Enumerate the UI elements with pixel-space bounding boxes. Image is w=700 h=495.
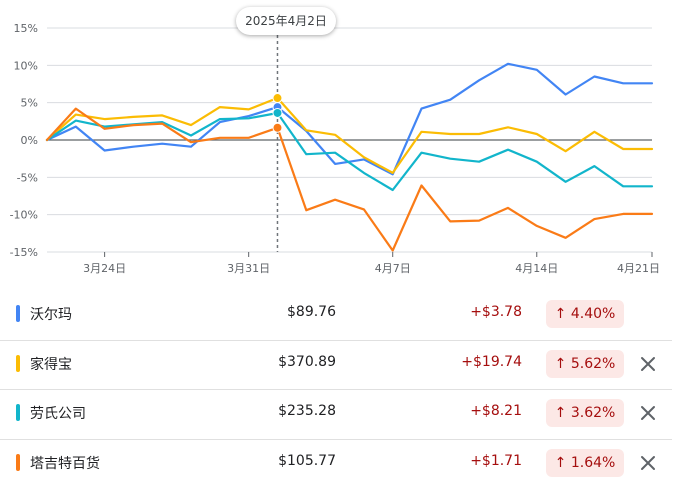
hover-point	[272, 122, 283, 133]
x-tick-label: 3月31日	[227, 262, 270, 275]
series-line-家得宝[interactable]	[45, 96, 654, 174]
arrow-up-icon: ↑	[554, 306, 567, 322]
price-change: +$3.78	[470, 304, 522, 320]
close-icon	[641, 455, 655, 470]
legend-row[interactable]: 家得宝 $370.89 +$19.74 ↑ 5.62%	[0, 340, 672, 389]
y-tick-label: 5%	[21, 97, 38, 110]
stock-price: $105.77	[278, 452, 336, 469]
percent-change-badge: ↑ 4.40%	[546, 300, 624, 328]
price-change: +$19.74	[461, 353, 522, 370]
stock-price: $235.28	[278, 403, 336, 419]
percent-change-badge: ↑ 5.62%	[546, 349, 624, 378]
row-divider	[0, 389, 672, 390]
stock-name: 劳氏公司	[30, 406, 86, 422]
percent-change-value: 4.40%	[570, 306, 616, 322]
arrow-up-icon: ↑	[554, 454, 567, 471]
y-tick-label: 0%	[21, 134, 38, 147]
legend-row[interactable]: 沃尔玛 $89.76 +$3.78 ↑ 4.40%	[0, 290, 672, 339]
series-color-swatch	[16, 404, 20, 421]
stock-price: $89.76	[287, 304, 336, 320]
row-divider	[0, 438, 672, 440]
chart-svg[interactable]: 15% 10% 5% 0% -5% -10% -15% 3月24日 3月31日 4月7日 4月14日…	[0, 0, 700, 290]
close-icon	[641, 356, 655, 371]
y-tick-label: -15%	[10, 246, 38, 259]
comparison-chart[interactable]: 15% 10% 5% 0% -5% -10% -15% 3月24日 3月31日 4月7日 4月14日…	[0, 0, 700, 290]
stock-price: $370.89	[278, 353, 336, 370]
series-line-劳氏公司[interactable]	[45, 111, 654, 192]
stock-name: 家得宝	[30, 356, 72, 373]
series-color-swatch	[16, 453, 20, 471]
price-change: +$8.21	[470, 403, 522, 419]
x-tick-label: 4月7日	[375, 262, 411, 275]
price-change: +$1.71	[470, 452, 522, 469]
series-color-swatch	[16, 305, 20, 322]
percent-change-value: 1.64%	[570, 454, 616, 471]
remove-comparison-button[interactable]	[636, 401, 660, 425]
y-tick-label: 15%	[14, 22, 38, 35]
arrow-up-icon: ↑	[554, 405, 567, 421]
remove-comparison-button[interactable]	[636, 352, 660, 376]
hover-point	[272, 107, 283, 118]
remove-comparison-button[interactable]	[636, 451, 660, 475]
close-icon	[641, 406, 655, 420]
y-tick-label: 10%	[14, 59, 38, 72]
stock-name: 沃尔玛	[30, 307, 72, 323]
legend-row[interactable]: 劳氏公司 $235.28 +$8.21 ↑ 3.62%	[0, 389, 672, 438]
stock-name: 塔吉特百货	[30, 455, 100, 472]
percent-change-value: 3.62%	[570, 405, 616, 421]
arrow-up-icon: ↑	[554, 355, 567, 372]
hover-date-tooltip: 2025年4月2日	[236, 7, 336, 35]
x-tick-label: 4月14日	[515, 262, 558, 275]
y-tick-label: -10%	[10, 209, 38, 222]
percent-change-badge: ↑ 1.64%	[546, 448, 624, 477]
hover-point	[272, 93, 283, 104]
x-tick-label: 3月24日	[83, 262, 126, 275]
series-line-沃尔玛[interactable]	[45, 62, 654, 176]
series-color-swatch	[16, 354, 20, 372]
legend-row[interactable]: 塔吉特百货 $105.77 +$1.71 ↑ 1.64%	[0, 439, 672, 488]
series-line-塔吉特百货[interactable]	[45, 107, 654, 252]
percent-change-value: 5.62%	[570, 355, 616, 372]
y-tick-label: -5%	[17, 171, 38, 184]
percent-change-badge: ↑ 3.62%	[546, 399, 624, 427]
row-divider	[0, 339, 672, 341]
x-tick-label: 4月21日	[617, 262, 660, 275]
